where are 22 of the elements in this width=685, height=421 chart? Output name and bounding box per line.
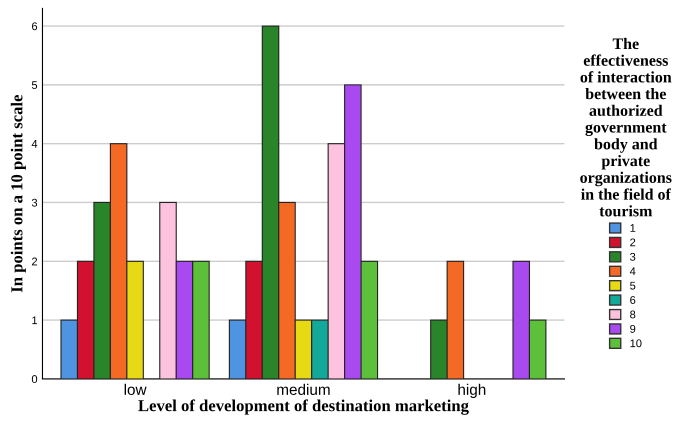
y-tick-label: 3 [32, 198, 38, 207]
legend-label: 4 [630, 267, 636, 276]
y-tick-label: 1 [32, 316, 38, 324]
y-tick-label: 6 [32, 22, 38, 30]
text: The effectiveness of interaction between the authorized government body and private organizations in the field of tourism [580, 38, 672, 216]
legend-label: 1 [630, 224, 636, 232]
x-axis-title: Level of development of destination marketing [138, 399, 469, 415]
legend-label: 2 [630, 238, 636, 246]
legend-label: 6 [630, 296, 636, 304]
x-tick-label: high [458, 384, 486, 398]
legend-label: 8 [630, 310, 636, 318]
x-tick-label: medium [277, 384, 330, 395]
y-tick-label: 0 [32, 375, 38, 384]
x-tick-label: low [124, 384, 147, 395]
y-axis-title: In points on a 10 point scale [10, 94, 26, 292]
y-tick-label: 2 [32, 258, 38, 266]
y-tick-label: 4 [32, 140, 38, 148]
legend-label: 10 [630, 339, 642, 348]
y-tick-label: 5 [32, 81, 38, 90]
legend-label: 3 [630, 252, 636, 261]
legend-label: 9 [630, 324, 636, 333]
legend-label: 5 [630, 282, 636, 290]
